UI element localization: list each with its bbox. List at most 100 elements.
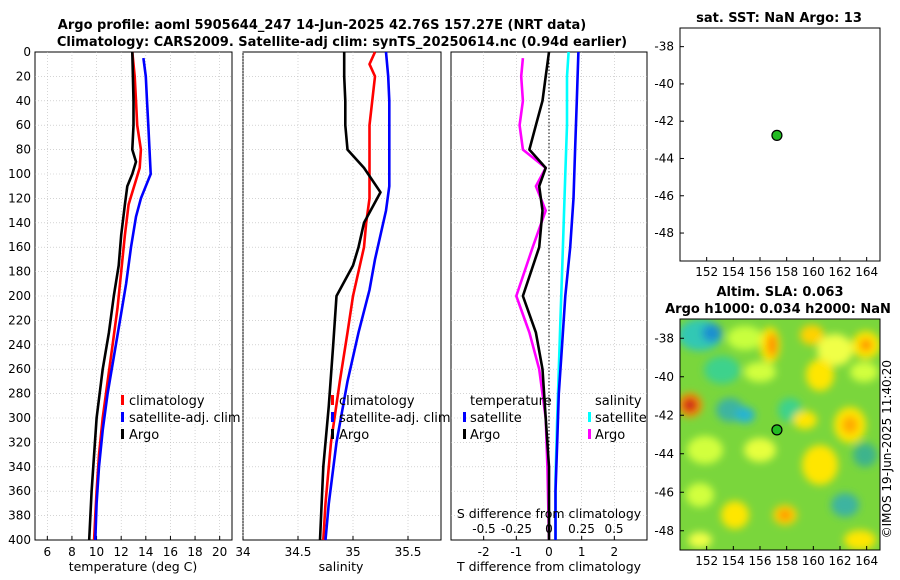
s-tick-label: 0.5 [604, 522, 623, 536]
argo-float-marker [771, 424, 783, 436]
difference-xlabel: T difference from climatology [456, 559, 642, 574]
y-tick-label: 140 [8, 216, 31, 230]
y-tick-label: -48 [654, 524, 674, 538]
y-tick-label: -46 [654, 485, 674, 499]
title-line-1: Argo profile: aoml 5905644_247 14-Jun-20… [58, 18, 586, 33]
y-tick-label: 20 [16, 69, 31, 83]
y-tick-label: 160 [8, 240, 31, 254]
y-tick-label: 80 [16, 143, 31, 157]
s-tick-label: 0.25 [568, 522, 595, 536]
series-line-argo [87, 51, 138, 541]
legend-swatch-sal-satellite [588, 412, 591, 422]
legend-label-satellite: satellite-adj. clim [129, 411, 241, 426]
legend-swatch-argo [331, 429, 334, 439]
sst-map-axes [679, 27, 881, 262]
y-tick-label: 220 [8, 313, 31, 327]
series-line-argo [318, 52, 382, 541]
y-tick-label: -44 [654, 151, 674, 165]
sla-map-title-line-2: Argo h1000: 0.034 h2000: NaN [665, 302, 891, 317]
sst-map-panel: sat. SST: NaN Argo: 13 -38 -40 -42 -44 -46 -4… [654, 11, 881, 279]
sla-map-panel: Altim. SLA: 0.063 Argo h1000: 0.034 h200… [654, 285, 890, 568]
x-tick-label: 34 [235, 545, 250, 559]
sla-heatmap-blobs [680, 319, 880, 550]
x-tick-label: 158 [775, 265, 798, 279]
series-line-satellite-adj-clim [94, 57, 152, 541]
y-tick-label: 280 [8, 387, 31, 401]
s-tick-label: -0.5 [472, 522, 495, 536]
legend-label-climatology: climatology [129, 394, 205, 409]
y-tick-label: 180 [8, 265, 31, 279]
legend-title-salinity: salinity [595, 394, 642, 409]
sst-map-title: sat. SST: NaN Argo: 13 [696, 11, 862, 26]
legend-title-temperature: temperature [470, 394, 552, 409]
y-tick-label: -42 [654, 114, 674, 128]
y-tick-label: -42 [654, 408, 674, 422]
x-tick-label: 154 [722, 554, 745, 568]
x-tick-label: 14 [138, 545, 153, 559]
salinity-diff-legend: salinity satellite Argo [588, 394, 647, 443]
legend-label-temp-satellite: satellite [470, 411, 522, 426]
x-tick-label: 10 [89, 545, 104, 559]
x-tick-label: 164 [855, 554, 878, 568]
y-tick-label: -40 [654, 370, 674, 384]
series-line-climatology [322, 51, 377, 541]
y-tick-label: 400 [8, 533, 31, 547]
x-tick-label: 0 [545, 545, 553, 559]
temperature-legend: climatology satellite-adj. clim Argo [121, 394, 241, 443]
x-tick-label: 158 [775, 554, 798, 568]
x-tick-label: 152 [695, 265, 718, 279]
x-tick-label: 160 [802, 265, 825, 279]
y-tick-label: 120 [8, 191, 31, 205]
s-tick-label: -0.25 [501, 522, 532, 536]
y-tick-label: -38 [654, 40, 674, 54]
x-tick-label: 164 [855, 265, 878, 279]
x-tick-label: 35 [345, 545, 360, 559]
sla-map-title-line-1: Altim. SLA: 0.063 [717, 285, 844, 300]
y-tick-label: -40 [654, 77, 674, 91]
series-line-salinity-argo [515, 57, 551, 541]
imos-timestamp: ©IMOS 19-Jun-2025 11:40:20 [880, 360, 894, 539]
legend-label-sal-satellite: satellite [595, 411, 647, 426]
salinity-xlabel: salinity [319, 559, 364, 574]
legend-label-climatology: climatology [339, 394, 415, 409]
y-tick-label: 240 [8, 338, 31, 352]
y-tick-label: 0 [23, 45, 31, 59]
s-tick-label: 0 [545, 522, 553, 536]
y-tick-label: -44 [654, 447, 674, 461]
x-tick-label: 162 [829, 554, 852, 568]
legend-label-argo: Argo [339, 428, 369, 443]
y-tick-label: 360 [8, 484, 31, 498]
argo-float-marker [771, 129, 783, 141]
difference-panel: -2 -1 0 1 2 T difference from climatology S … [450, 51, 648, 574]
x-tick-label: 160 [802, 554, 825, 568]
x-tick-label: 8 [68, 545, 76, 559]
sla-map-axes [679, 318, 881, 551]
legend-label-sal-argo: Argo [595, 428, 625, 443]
legend-label-satellite: satellite-adj. clim [339, 411, 451, 426]
temperature-xlabel: temperature (deg C) [69, 559, 198, 574]
legend-swatch-climatology [331, 395, 334, 405]
series-line-temperature-argo [521, 51, 551, 540]
y-tick-label: 380 [8, 509, 31, 523]
x-tick-label: 18 [187, 545, 202, 559]
legend-swatch-climatology [121, 395, 124, 405]
x-tick-label: 162 [829, 265, 852, 279]
y-tick-label: -46 [654, 189, 674, 203]
legend-label-argo: Argo [129, 428, 159, 443]
salinity-panel: 34 34.5 35 35.5 salinity climatology satell… [235, 51, 451, 574]
x-tick-label: 6 [43, 545, 51, 559]
y-tick-label: 60 [16, 118, 31, 132]
x-tick-label: 20 [212, 545, 227, 559]
y-tick-label: 340 [8, 460, 31, 474]
legend-swatch-satellite [331, 412, 334, 422]
y-tick-label: 260 [8, 362, 31, 376]
y-tick-label: 300 [8, 411, 31, 425]
series-line-temperature-satellite [554, 51, 580, 540]
x-tick-label: 1 [578, 545, 586, 559]
legend-swatch-sal-argo [588, 429, 591, 439]
x-tick-label: 34.5 [285, 545, 312, 559]
temperature-panel: 6 8 10 12 14 16 18 2002040608010012014016018020… [8, 45, 241, 574]
x-tick-label: 35.5 [395, 545, 422, 559]
legend-swatch-temp-argo [463, 429, 466, 439]
